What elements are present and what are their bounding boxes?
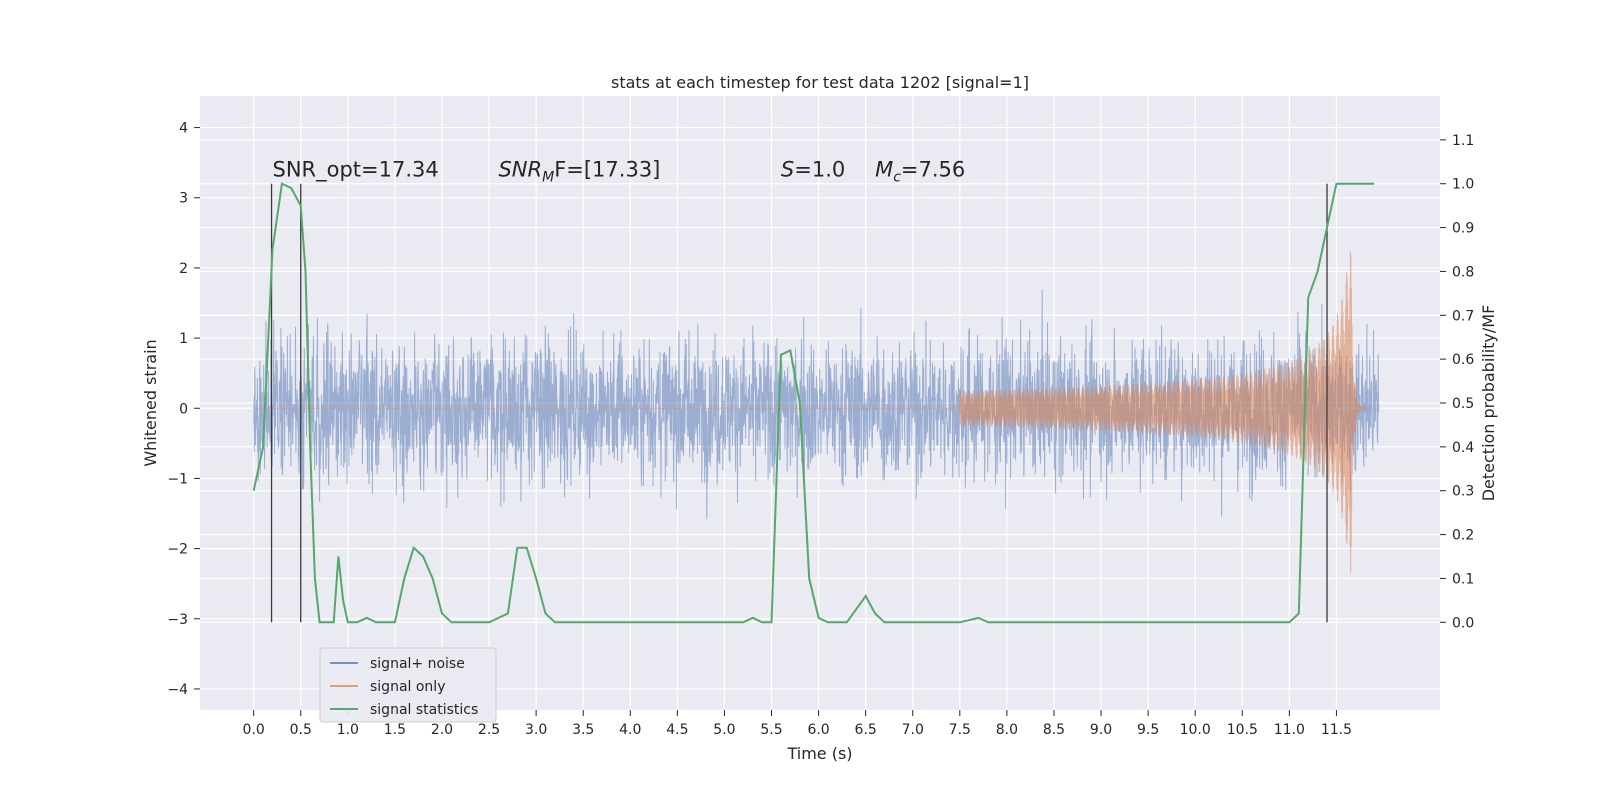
yr-tick-label-2: 0.9 (1452, 221, 1474, 237)
x-tick-label-15: 7.5 (949, 722, 971, 738)
legend: signal+ noise signal only signal statist… (319, 647, 497, 723)
x-tick-label-0: 0.0 (243, 722, 265, 738)
annotation-1: SNRMF=[17.33] (498, 158, 660, 186)
signal-only-trace (253, 250, 1379, 573)
signal-noise-trace (253, 289, 1380, 520)
signal-statistics-layer (252, 182, 1375, 624)
x-tick-label-17: 8.5 (1043, 722, 1065, 738)
yr-tick-label-5: 0.6 (1452, 352, 1474, 368)
yr-tick-label-9: 0.2 (1452, 528, 1474, 544)
y-tick-label-5: −1 (167, 471, 188, 487)
y-axis-label: Whitened strain (141, 339, 160, 466)
yr-tick-label-0: 1.1 (1452, 133, 1474, 149)
x-tick-label-14: 7.0 (902, 722, 924, 738)
yr-tick-label-1: 1.0 (1452, 177, 1474, 193)
annotation-3: Mc=7.56 (875, 158, 965, 186)
x-tick-label-20: 10.0 (1180, 722, 1211, 738)
yr-tick-label-11: 0.0 (1452, 615, 1474, 631)
signal-only-layer (253, 250, 1379, 573)
yr-tick-label-4: 0.7 (1452, 308, 1474, 324)
x-tick-label-23: 11.5 (1321, 722, 1352, 738)
x-axis-ticks: 0.0 0.5 1.0 1.5 2.0 2.5 3.0 3.5 4.0 4.5 5.0 5.5 6.0 6… (243, 710, 1352, 738)
x-tick-label-7: 3.5 (572, 722, 594, 738)
signal-statistics-line (252, 182, 1375, 624)
x-tick-label-19: 9.5 (1137, 722, 1159, 738)
y-tick-label-1: 3 (179, 191, 188, 207)
x-axis-label: Time (s) (786, 744, 852, 763)
x-tick-label-16: 8.0 (996, 722, 1018, 738)
y-tick-label-4: 0 (179, 401, 188, 417)
y-tick-label-3: 1 (179, 331, 188, 347)
x-tick-label-6: 3.0 (525, 722, 547, 738)
annotations: SNR_opt=17.34 SNRMF=[17.33] S=1.0 Mc=7.56 (272, 158, 965, 186)
chart-title: stats at each timestep for test data 120… (611, 73, 1029, 92)
legend-label-signal-noise: signal+ noise (370, 656, 465, 672)
x-tick-label-12: 6.0 (807, 722, 829, 738)
x-tick-label-1: 0.5 (290, 722, 312, 738)
x-tick-label-4: 2.0 (431, 722, 453, 738)
x-tick-label-18: 9.0 (1090, 722, 1112, 738)
y-tick-label-2: 2 (179, 261, 188, 277)
y-tick-label-0: 4 (179, 121, 188, 137)
yr-tick-label-7: 0.4 (1452, 440, 1474, 456)
x-tick-label-11: 5.5 (760, 722, 782, 738)
legend-box (319, 647, 497, 723)
yr-tick-label-8: 0.3 (1452, 484, 1474, 500)
x-tick-label-9: 4.5 (666, 722, 688, 738)
x-tick-label-10: 5.0 (713, 722, 735, 738)
x-tick-label-21: 10.5 (1227, 722, 1258, 738)
y-tick-label-7: −3 (167, 612, 188, 628)
y-axis-ticks: 4 3 2 1 0 −1 −2 −3 −4 (167, 121, 200, 698)
legend-label-signal-only: signal only (370, 679, 445, 695)
y-tick-label-8: −4 (167, 682, 188, 698)
x-tick-label-5: 2.5 (478, 722, 500, 738)
y-axis-right-ticks: 1.1 1.0 0.9 0.8 0.7 0.6 0.5 0.4 0.3 0.2 0.1 0.0 (1440, 133, 1474, 631)
annotation-2: S=1.0 (781, 158, 845, 182)
y-axis-right-label: Detection probability/MF (1479, 305, 1498, 502)
x-tick-label-22: 11.0 (1274, 722, 1305, 738)
yr-tick-label-6: 0.5 (1452, 396, 1474, 412)
x-tick-label-8: 4.0 (619, 722, 641, 738)
yr-tick-label-3: 0.8 (1452, 264, 1474, 280)
annotation-0: SNR_opt=17.34 (272, 158, 438, 183)
legend-label-signal-statistics: signal statistics (370, 702, 478, 718)
y-tick-label-6: −2 (167, 542, 188, 558)
x-tick-label-3: 1.5 (384, 722, 406, 738)
x-tick-label-13: 6.5 (855, 722, 877, 738)
yr-tick-label-10: 0.1 (1452, 571, 1474, 587)
noise-layer (253, 289, 1380, 520)
x-tick-label-2: 1.0 (337, 722, 359, 738)
